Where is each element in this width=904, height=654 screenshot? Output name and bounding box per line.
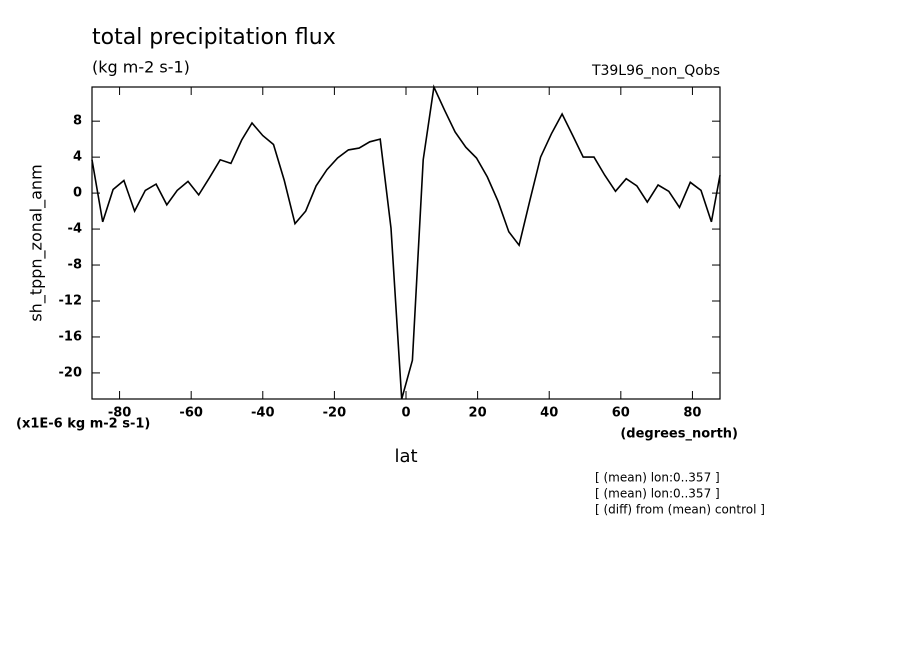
x-axis-label: lat xyxy=(394,446,417,467)
x-tick-label: 80 xyxy=(683,406,701,421)
y-tick-label: -16 xyxy=(59,329,83,344)
y-axis-label: sh_tppn_zonal_anm xyxy=(27,164,47,321)
x-tick-label: 40 xyxy=(540,406,558,421)
y-tick-label: -20 xyxy=(59,365,83,380)
x-tick-label: -40 xyxy=(251,406,275,421)
y-tick-label: -12 xyxy=(59,293,83,308)
y-tick-label: 4 xyxy=(73,150,82,165)
x-tick-label: -80 xyxy=(108,406,132,421)
run-label: T39L96_non_Qobs xyxy=(591,63,720,79)
y-tick-label: -8 xyxy=(68,258,82,273)
x-tick-label: 0 xyxy=(401,406,410,421)
x-tick-label: -20 xyxy=(323,406,347,421)
note: [ (diff) from (mean) control ] xyxy=(595,503,765,517)
data-line xyxy=(91,84,721,400)
x-tick-label: 20 xyxy=(469,406,487,421)
y-tick-label: 8 xyxy=(73,114,82,129)
x-tick-label: 60 xyxy=(612,406,630,421)
plot-frame xyxy=(91,86,721,400)
y-units: (x1E-6 kg m-2 s-1) xyxy=(16,417,150,432)
note: [ (mean) lon:0..357 ] xyxy=(595,471,720,485)
note: [ (mean) lon:0..357 ] xyxy=(595,487,720,501)
chart-subtitle: (kg m-2 s-1) xyxy=(92,58,190,77)
y-tick-label: 0 xyxy=(73,186,82,201)
x-tick-label: -60 xyxy=(179,406,203,421)
y-tick-label: -4 xyxy=(68,222,82,237)
x-units: (degrees_north) xyxy=(620,427,738,442)
chart-title: total precipitation flux xyxy=(92,25,336,50)
